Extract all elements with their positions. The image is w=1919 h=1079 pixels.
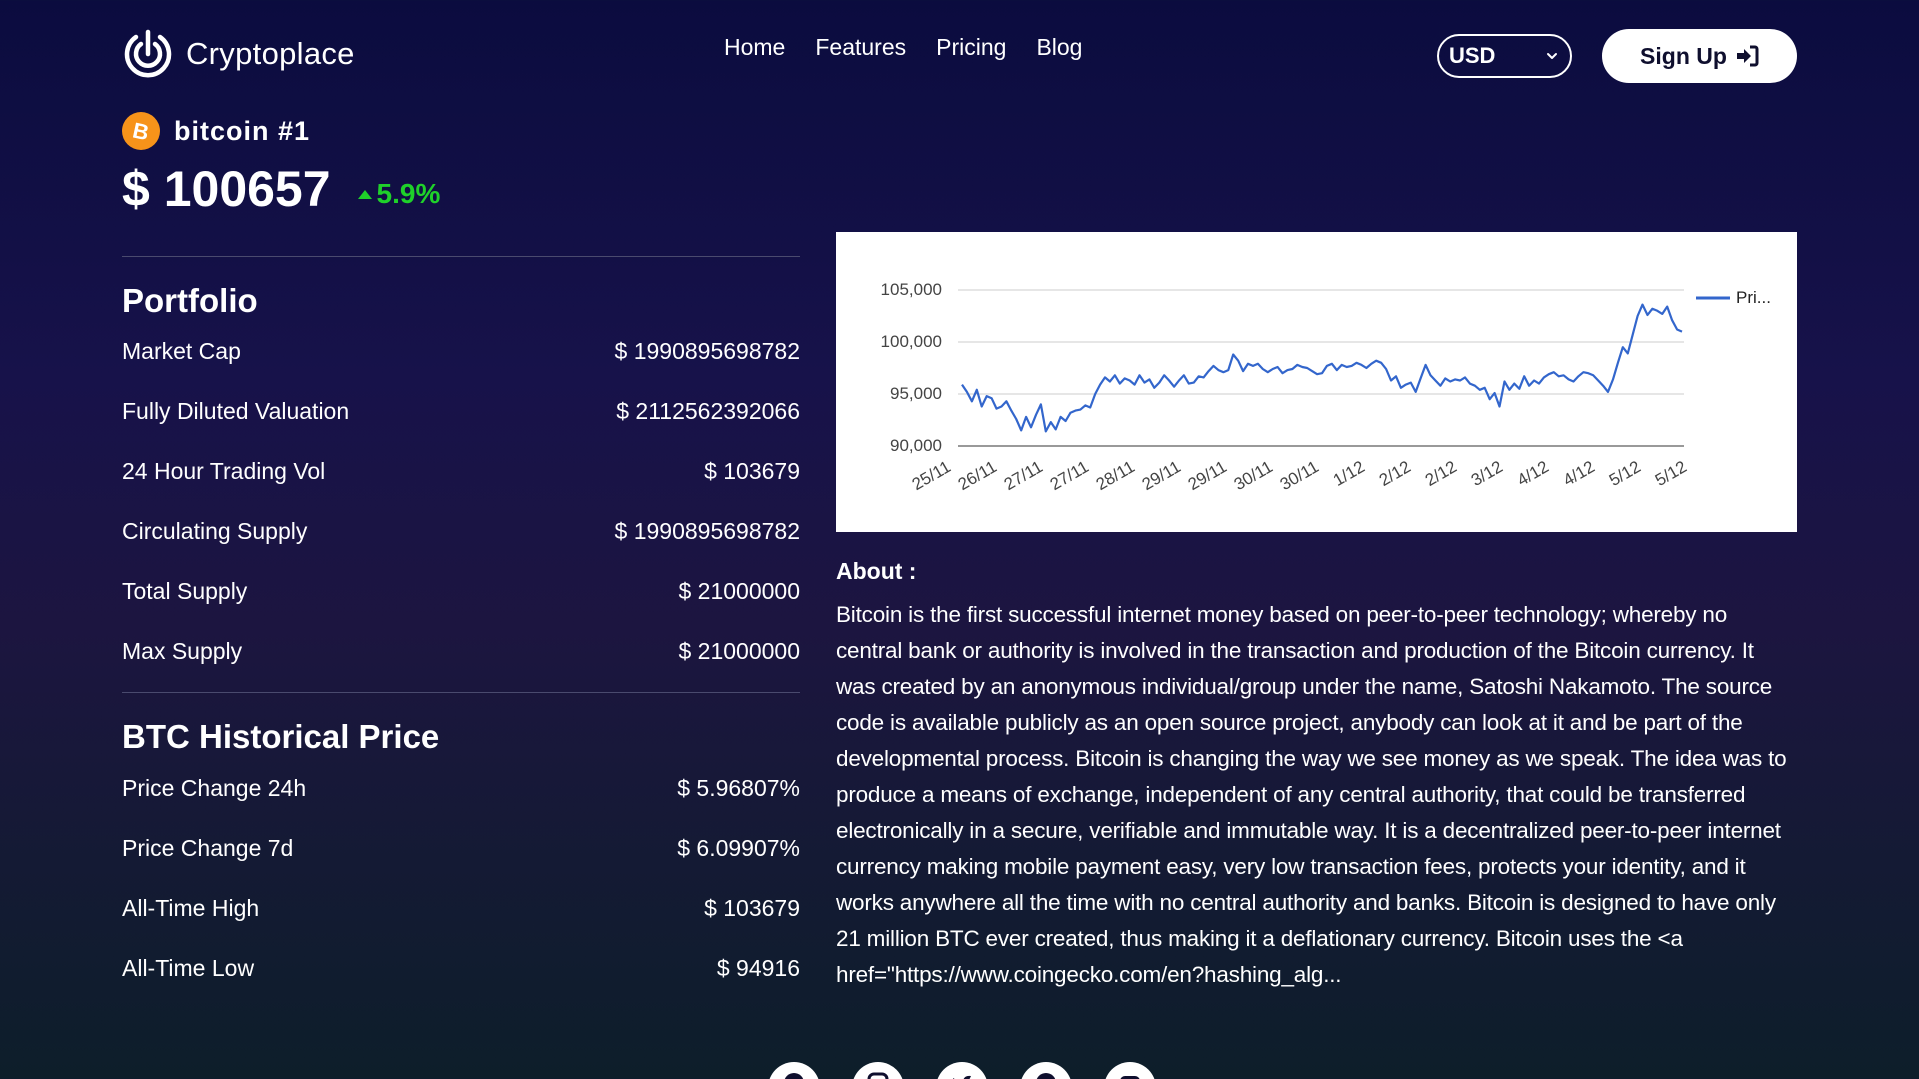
stat-value: $ 21000000	[678, 578, 800, 604]
pinterest-link[interactable]	[1020, 1062, 1072, 1079]
sign-up-label: Sign Up	[1640, 42, 1727, 69]
header: Cryptoplace Home Features Pricing Blog U…	[0, 0, 1919, 110]
x-tick-label: 27/11	[1001, 457, 1046, 494]
stat-row-ath: All-Time High $ 103679	[122, 895, 800, 922]
facebook-icon	[784, 1073, 804, 1079]
price-change-value: 5.9%	[376, 178, 441, 209]
x-tick-label: 1/12	[1330, 457, 1368, 490]
logo[interactable]: Cryptoplace	[122, 28, 355, 80]
stat-value: $ 21000000	[678, 638, 800, 664]
stat-value: $ 1990895698782	[614, 338, 800, 364]
stat-value: $ 103679	[704, 895, 800, 921]
nav-pricing[interactable]: Pricing	[936, 34, 1007, 60]
chevron-down-icon	[1547, 53, 1557, 59]
stat-row-volume: 24 Hour Trading Vol $ 103679	[122, 458, 800, 485]
stat-label: Price Change 7d	[122, 835, 294, 861]
stat-label: Total Supply	[122, 578, 248, 604]
x-tick-label: 30/11	[1277, 457, 1322, 494]
price-change: 5.9%	[357, 178, 441, 210]
youtube-icon	[1120, 1076, 1140, 1079]
stat-label: 24 Hour Trading Vol	[122, 458, 326, 484]
sign-in-arrow-icon	[1736, 45, 1759, 67]
y-tick-label: 90,000	[890, 436, 942, 455]
stat-row-atl: All-Time Low $ 94916	[122, 955, 800, 982]
stat-row-max-supply: Max Supply $ 21000000	[122, 638, 800, 665]
stat-value: $ 94916	[716, 955, 800, 981]
cryptoplace-logo-icon	[124, 29, 172, 78]
stat-row-change-24h: Price Change 24h $ 5.96807%	[122, 775, 800, 802]
currency-select[interactable]: USD	[1437, 34, 1572, 78]
stat-row-total-supply: Total Supply $ 21000000	[122, 578, 800, 605]
x-tick-label: 3/12	[1468, 457, 1506, 490]
stat-value: $ 5.96807%	[677, 775, 800, 801]
instagram-link[interactable]	[852, 1062, 904, 1079]
price-series-line	[961, 303, 1683, 433]
historical-title: BTC Historical Price	[122, 718, 440, 755]
x-tick-label: 4/12	[1514, 457, 1552, 490]
x-tick-label: 29/11	[1139, 457, 1184, 494]
stat-label: All-Time High	[122, 895, 260, 921]
x-tick-label: 27/11	[1047, 457, 1092, 494]
youtube-link[interactable]	[1104, 1062, 1156, 1079]
pinterest-icon	[1036, 1073, 1056, 1079]
stat-label: Market Cap	[122, 338, 241, 364]
nav-blog[interactable]: Blog	[1036, 34, 1083, 60]
currency-value: USD	[1449, 43, 1496, 68]
instagram-icon	[867, 1072, 889, 1079]
about-text: Bitcoin is the first successful internet…	[836, 602, 1787, 987]
main-nav: Home Features Pricing Blog	[724, 34, 1082, 61]
caret-up-icon	[357, 190, 372, 199]
stat-row-change-7d: Price Change 7d $ 6.09907%	[122, 835, 800, 862]
coin-heading: B bitcoin #1	[122, 112, 310, 150]
twitter-icon	[953, 1075, 971, 1079]
sign-up-button[interactable]: Sign Up	[1602, 29, 1797, 83]
x-tick-label: 2/12	[1422, 457, 1460, 490]
x-tick-label: 25/11	[909, 457, 954, 494]
social-links	[768, 1062, 1156, 1079]
nav-home[interactable]: Home	[724, 34, 786, 60]
x-tick-label: 30/11	[1231, 457, 1276, 494]
x-tick-label: 5/12	[1606, 457, 1644, 490]
x-tick-label: 5/12	[1652, 457, 1690, 490]
stat-label: Price Change 24h	[122, 775, 307, 801]
divider	[122, 256, 800, 257]
stat-value: $ 1990895698782	[614, 518, 800, 544]
divider	[122, 692, 800, 693]
price-chart[interactable]: 90,000 95,000 100,000 105,000 25/11 26/11 27/1…	[836, 232, 1797, 532]
price-row: $ 100657 5.9%	[122, 160, 440, 218]
stat-value: $ 6.09907%	[677, 835, 800, 861]
nav-features[interactable]: Features	[815, 34, 907, 60]
stat-label: Max Supply	[122, 638, 243, 664]
x-tick-label: 4/12	[1560, 457, 1598, 490]
stat-value: $ 2112562392066	[616, 398, 800, 424]
current-price: $ 100657	[122, 161, 331, 217]
stat-label: All-Time Low	[122, 955, 255, 981]
stat-row-circulating: Circulating Supply $ 1990895698782	[122, 518, 800, 545]
bitcoin-icon: B	[122, 112, 160, 150]
x-tick-label: 26/11	[955, 457, 1000, 494]
stat-value: $ 103679	[704, 458, 800, 484]
stat-row-fdv: Fully Diluted Valuation $ 2112562392066	[122, 398, 800, 425]
stat-label: Fully Diluted Valuation	[122, 398, 350, 424]
svg-text:B: B	[131, 118, 152, 146]
coin-name: bitcoin #1	[174, 115, 311, 146]
y-tick-label: 105,000	[881, 280, 942, 299]
portfolio-title: Portfolio	[122, 282, 258, 319]
about-title: About :	[836, 558, 917, 584]
legend-label: Pri...	[1736, 288, 1771, 307]
x-tick-label: 29/11	[1185, 457, 1230, 494]
stat-label: Circulating Supply	[122, 518, 308, 544]
stat-row-market-cap: Market Cap $ 1990895698782	[122, 338, 800, 365]
y-tick-label: 100,000	[881, 332, 942, 351]
logo-text: Cryptoplace	[186, 36, 355, 71]
x-tick-label: 28/11	[1093, 457, 1138, 494]
x-tick-label: 2/12	[1376, 457, 1414, 490]
twitter-link[interactable]	[936, 1062, 988, 1079]
facebook-link[interactable]	[768, 1062, 820, 1079]
y-tick-label: 95,000	[890, 384, 942, 403]
